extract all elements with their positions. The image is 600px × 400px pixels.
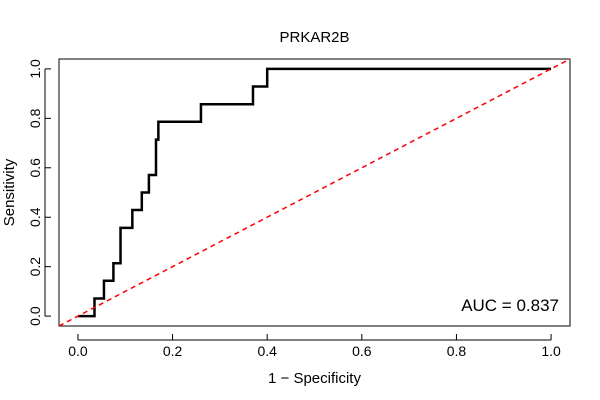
x-tick-label-3: 0.6 xyxy=(352,343,372,359)
x-axis-label: 1 − Specificity xyxy=(268,370,361,387)
x-tick-label-2: 0.4 xyxy=(257,343,277,359)
y-tick-label-1: 0.2 xyxy=(27,257,43,277)
y-axis-label: Sensitivity xyxy=(1,158,18,226)
y-tick-label-2: 0.4 xyxy=(27,207,43,227)
x-tick-label-5: 1.0 xyxy=(541,343,561,359)
x-tick-label-0: 0.0 xyxy=(68,343,88,359)
auc-annotation: AUC = 0.837 xyxy=(461,296,559,315)
y-tick-label-5: 1.0 xyxy=(27,59,43,79)
plot-frame xyxy=(58,58,571,327)
y-tick-label-0: 0.0 xyxy=(27,306,43,326)
chart-title: PRKAR2B xyxy=(279,29,349,46)
x-tick-label-4: 0.8 xyxy=(447,343,467,359)
y-tick-label-4: 0.8 xyxy=(27,108,43,128)
x-tick-label-1: 0.2 xyxy=(163,343,183,359)
reference-diagonal-line xyxy=(58,58,571,327)
y-tick-label-3: 0.6 xyxy=(27,158,43,178)
roc-curve-line xyxy=(77,67,552,318)
